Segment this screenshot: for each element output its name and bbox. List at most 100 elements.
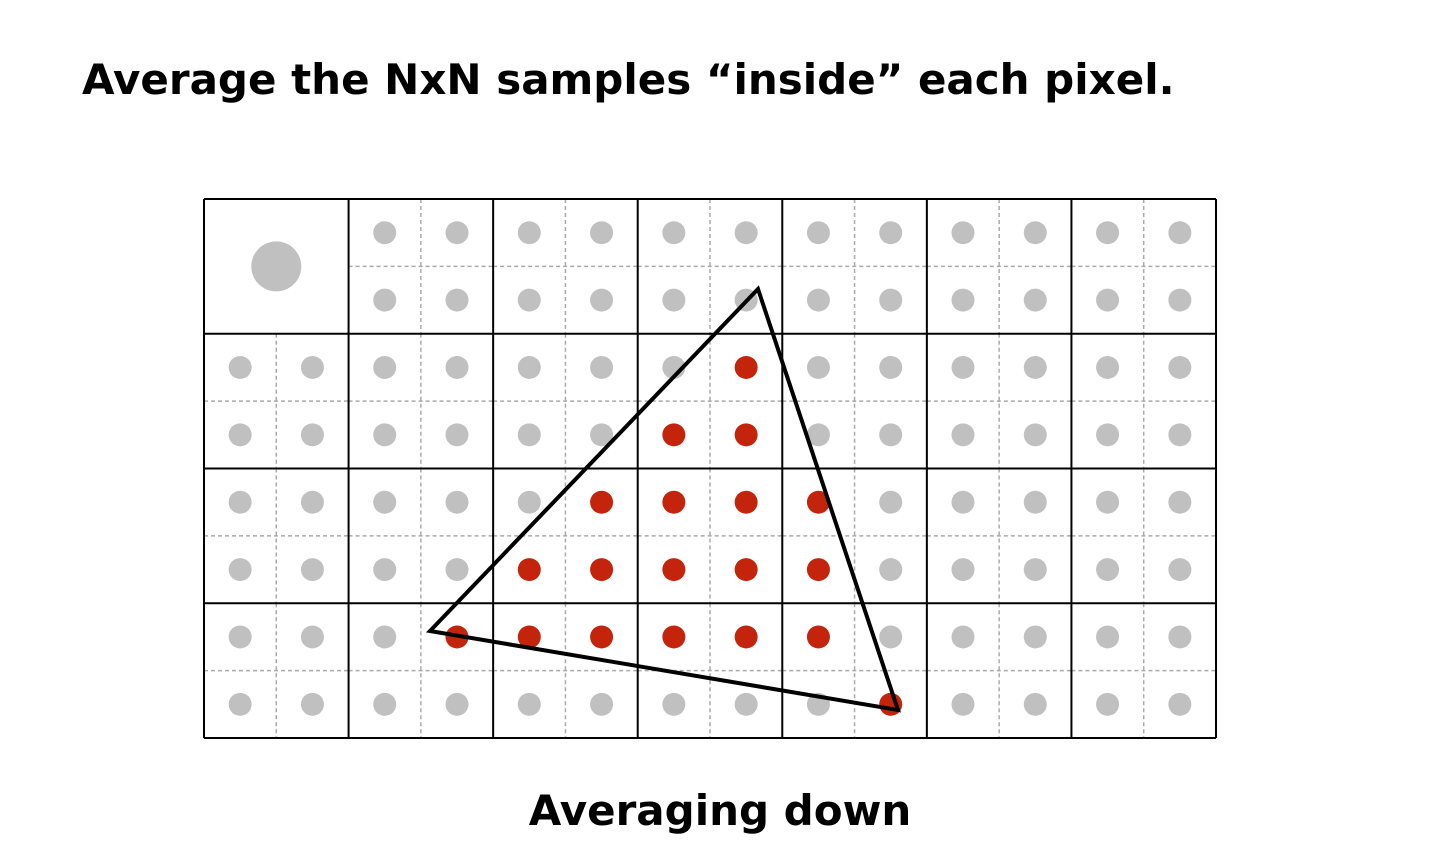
sample-inside [590,625,614,649]
sample [1023,625,1047,649]
sample [1023,692,1047,716]
sample [590,288,614,312]
sample-inside [806,558,830,582]
sample [1168,423,1192,447]
sample [517,221,541,245]
sample [879,221,903,245]
sample [951,625,975,649]
sample [228,558,252,582]
sample [517,423,541,447]
sample [1168,355,1192,379]
slide-title: Average the NxN samples “inside” each pi… [82,55,1175,104]
sample [806,288,830,312]
pixel-sample [251,241,302,292]
sample [662,692,686,716]
sample-inside [879,692,903,716]
sample [517,288,541,312]
sample [879,288,903,312]
sample [951,221,975,245]
sample-inside [734,625,758,649]
sample [373,625,397,649]
sample [373,692,397,716]
sample [373,221,397,245]
sample-inside [734,355,758,379]
sample [445,558,469,582]
sample-inside [590,558,614,582]
triangle [425,285,901,713]
sample [1023,423,1047,447]
sample [1168,625,1192,649]
sample [806,423,830,447]
sample [1168,692,1192,716]
sample [879,625,903,649]
sample-grid [203,198,1217,739]
sample [1096,490,1120,514]
sample [1096,558,1120,582]
sample [1023,355,1047,379]
sample [300,625,324,649]
sample [951,692,975,716]
sample [951,288,975,312]
sample [300,692,324,716]
sample [228,692,252,716]
sample [517,692,541,716]
sample-inside [590,490,614,514]
sample [734,221,758,245]
sample [1168,558,1192,582]
sample [590,423,614,447]
sample-inside [734,558,758,582]
sample [879,423,903,447]
sample [1023,558,1047,582]
sample [879,558,903,582]
sample [734,692,758,716]
sample [951,558,975,582]
sample-inside [734,490,758,514]
sample [1023,221,1047,245]
sample [951,423,975,447]
sample [1168,221,1192,245]
sample [300,558,324,582]
sample [373,288,397,312]
sample [373,355,397,379]
sample-inside [662,625,686,649]
sample [1023,288,1047,312]
sample [517,355,541,379]
sample [662,221,686,245]
sample [590,221,614,245]
sample [1096,221,1120,245]
sample [662,288,686,312]
sample [1096,355,1120,379]
sample-inside [734,423,758,447]
sample-inside [517,625,541,649]
sample [1096,423,1120,447]
sample [228,423,252,447]
caption: Averaging down [529,786,912,835]
sample [445,490,469,514]
sample-inside [662,558,686,582]
sample [373,423,397,447]
sample [1023,490,1047,514]
sample [445,288,469,312]
sample [445,221,469,245]
sample [1096,288,1120,312]
sample-inside [662,490,686,514]
sample [1168,490,1192,514]
sample-inside [517,558,541,582]
sample [879,355,903,379]
sample-inside [806,625,830,649]
sample [228,625,252,649]
sample [300,490,324,514]
sample [1096,692,1120,716]
sample [228,490,252,514]
sample [1096,625,1120,649]
sample [590,355,614,379]
sample [951,355,975,379]
sample [806,221,830,245]
sample [373,490,397,514]
sample [1168,288,1192,312]
sample [590,692,614,716]
sample [300,355,324,379]
sample-inside [662,423,686,447]
sample [445,355,469,379]
